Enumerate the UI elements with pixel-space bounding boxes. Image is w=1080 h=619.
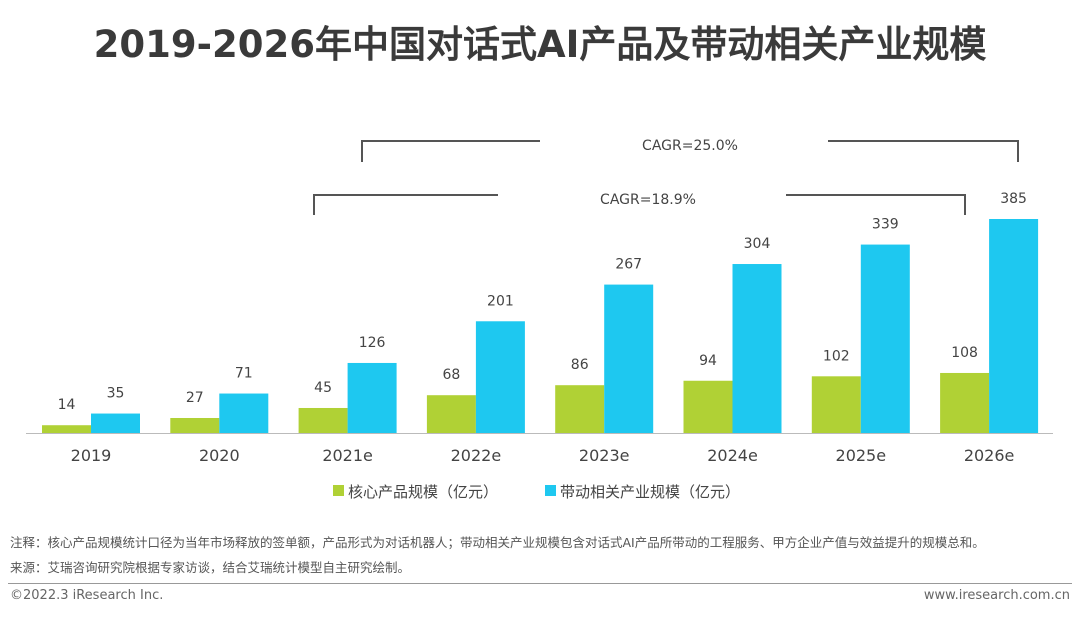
cagr-label: CAGR=18.9% bbox=[600, 192, 696, 208]
data-label: 304 bbox=[744, 236, 771, 252]
x-tick-label: 2022e bbox=[451, 446, 502, 465]
bar-related-2024e bbox=[732, 264, 782, 433]
data-label: 201 bbox=[487, 293, 514, 309]
data-label: 108 bbox=[951, 345, 978, 361]
legend-label: 核心产品规模（亿元） bbox=[348, 483, 498, 501]
data-label: 71 bbox=[235, 366, 253, 382]
x-tick-label: 2026e bbox=[964, 446, 1015, 465]
bar-related-2023e bbox=[604, 284, 654, 433]
x-tick-label: 2019 bbox=[71, 446, 112, 465]
x-tick-label: 2021e bbox=[322, 446, 373, 465]
legend-swatch bbox=[333, 485, 344, 496]
data-label: 339 bbox=[872, 217, 899, 233]
data-label: 35 bbox=[107, 386, 125, 402]
x-tick-label: 2020 bbox=[199, 446, 240, 465]
data-label: 94 bbox=[699, 353, 717, 369]
bar-core-2020 bbox=[170, 417, 220, 433]
bar-core-2019 bbox=[42, 425, 91, 433]
footer-divider bbox=[8, 583, 1072, 584]
bar-chart: 14 35 2019 27 71 2020 45 126 2021e 68 201 2022e 86 26… bbox=[26, 138, 1053, 501]
bar-related-2025e bbox=[860, 244, 910, 433]
data-label: 385 bbox=[1000, 191, 1027, 207]
cagr-bracket bbox=[313, 194, 966, 215]
x-tick-label: 2023e bbox=[579, 446, 630, 465]
website: www.iresearch.com.cn bbox=[923, 588, 1070, 603]
x-tick-label: 2024e bbox=[707, 446, 758, 465]
bar-core-2023e bbox=[555, 385, 605, 433]
bar-core-2026e bbox=[940, 372, 990, 433]
cagr-label: CAGR=25.0% bbox=[642, 138, 738, 154]
bar-related-2019 bbox=[91, 413, 140, 433]
copyright: ©2022.3 iResearch Inc. bbox=[10, 588, 164, 603]
bar-related-2022e bbox=[475, 321, 525, 433]
chart-note: 注释：核心产品规模统计口径为当年市场释放的签单额，产品形式为对话机器人；带动相关… bbox=[10, 535, 985, 550]
data-label: 45 bbox=[314, 380, 332, 396]
chart-source: 来源：艾瑞咨询研究院根据专家访谈，结合艾瑞统计模型自主研究绘制。 bbox=[10, 560, 411, 575]
bar-core-2024e bbox=[683, 380, 733, 433]
data-label: 68 bbox=[442, 367, 460, 383]
data-label: 14 bbox=[58, 397, 76, 413]
bar-related-2021e bbox=[347, 362, 397, 433]
bar-core-2021e bbox=[298, 407, 348, 433]
bar-related-2026e bbox=[989, 219, 1039, 433]
x-tick-label: 2025e bbox=[836, 446, 887, 465]
legend-label: 带动相关产业规模（亿元） bbox=[560, 483, 740, 501]
bar-related-2020 bbox=[219, 393, 269, 433]
bar-core-2022e bbox=[426, 395, 476, 433]
data-label: 86 bbox=[571, 357, 589, 373]
legend-swatch bbox=[545, 485, 556, 496]
cagr-bracket bbox=[361, 140, 1019, 162]
data-label: 126 bbox=[359, 335, 386, 351]
data-label: 27 bbox=[186, 390, 204, 406]
bar-core-2025e bbox=[811, 376, 861, 433]
chart-title: 2019-2026年中国对话式AI产品及带动相关产业规模 bbox=[93, 23, 987, 66]
data-label: 267 bbox=[615, 257, 642, 273]
data-label: 102 bbox=[823, 348, 850, 364]
